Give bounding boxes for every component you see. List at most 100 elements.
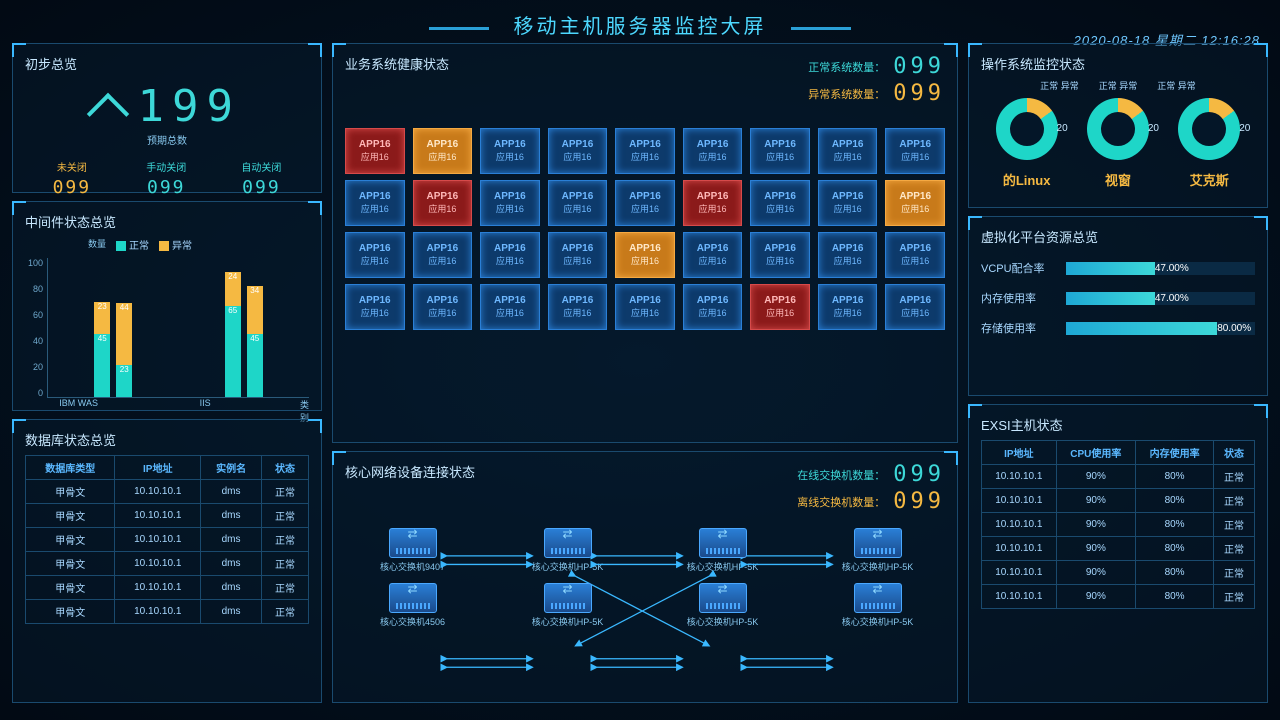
app-tile[interactable]: APP16 应用16 bbox=[345, 232, 405, 278]
app-tile[interactable]: APP16 应用16 bbox=[750, 284, 810, 330]
table-header: 内存使用率 bbox=[1136, 441, 1214, 465]
switch-icon bbox=[544, 528, 592, 558]
table-row: 10.10.10.190%80%正常 bbox=[982, 561, 1255, 585]
switch-node[interactable]: 核心交换机9407 bbox=[345, 528, 480, 573]
app-tile[interactable]: APP16 应用16 bbox=[615, 128, 675, 174]
table-row: 甲骨文10.10.10.1dms正常 bbox=[26, 528, 309, 552]
middleware-title: 中间件状态总览 bbox=[25, 212, 309, 231]
online-count: 099 bbox=[893, 462, 945, 487]
stacked-bar: 45 23 bbox=[94, 302, 110, 397]
switch-node[interactable]: 核心交换机HP-5K bbox=[500, 583, 635, 628]
app-tile[interactable]: APP16 应用16 bbox=[885, 284, 945, 330]
abnormal-count: 099 bbox=[893, 81, 945, 106]
table-row: 甲骨文10.10.10.1dms正常 bbox=[26, 552, 309, 576]
table-row: 甲骨文10.10.10.1dms正常 bbox=[26, 600, 309, 624]
stacked-bar: 45 34 bbox=[247, 286, 263, 397]
legend-normal: 正常 bbox=[116, 237, 149, 252]
app-tile[interactable]: APP16 应用16 bbox=[548, 232, 608, 278]
os-donut: 20 艾克斯 bbox=[1178, 98, 1240, 189]
app-tile[interactable]: APP16 应用16 bbox=[683, 128, 743, 174]
switch-node[interactable]: 核心交换机HP-5K bbox=[500, 528, 635, 573]
table-header: 状态 bbox=[262, 456, 309, 480]
exsi-title: EXSI主机状态 bbox=[981, 415, 1255, 434]
overview-title: 初步总览 bbox=[25, 54, 309, 73]
switch-node[interactable]: 核心交换机HP-5K bbox=[810, 528, 945, 573]
app-tile[interactable]: APP16 应用16 bbox=[750, 180, 810, 226]
virt-title: 虚拟化平台资源总览 bbox=[981, 227, 1255, 246]
stacked-bar: 23 44 bbox=[116, 303, 132, 397]
middleware-panel: 中间件状态总览 数量 正常 异常 020406080100 45 23 23 4… bbox=[12, 201, 322, 411]
switch-icon bbox=[544, 583, 592, 613]
app-tile[interactable]: APP16 应用16 bbox=[818, 180, 878, 226]
app-tile[interactable]: APP16 应用16 bbox=[480, 128, 540, 174]
app-tile[interactable]: APP16 应用16 bbox=[413, 180, 473, 226]
database-panel: 数据库状态总览 数据库类型IP地址实例名状态 甲骨文10.10.10.1dms正… bbox=[12, 419, 322, 703]
switch-icon bbox=[389, 528, 437, 558]
abnormal-count-label: 异常系统数量： bbox=[808, 86, 885, 102]
table-row: 甲骨文10.10.10.1dms正常 bbox=[26, 576, 309, 600]
switch-icon bbox=[854, 583, 902, 613]
app-tile[interactable]: APP16 应用16 bbox=[750, 232, 810, 278]
normal-count-label: 正常系统数量： bbox=[808, 59, 885, 75]
app-tile[interactable]: APP16 应用16 bbox=[615, 284, 675, 330]
database-table: 数据库类型IP地址实例名状态 甲骨文10.10.10.1dms正常甲骨文10.1… bbox=[25, 455, 309, 624]
app-tile[interactable]: APP16 应用16 bbox=[818, 284, 878, 330]
app-tile[interactable]: APP16 应用16 bbox=[413, 284, 473, 330]
offline-count: 099 bbox=[893, 489, 945, 514]
resource-bar: 存储使用率 80.00% bbox=[981, 320, 1255, 336]
app-tile[interactable]: APP16 应用16 bbox=[885, 128, 945, 174]
switch-node[interactable]: 核心交换机4506 bbox=[345, 583, 480, 628]
app-tile[interactable]: APP16 应用16 bbox=[683, 180, 743, 226]
app-tile[interactable]: APP16 应用16 bbox=[683, 232, 743, 278]
os-donut: 20 的Linux bbox=[996, 98, 1058, 189]
bar-group: 65 24 45 34 bbox=[179, 272, 310, 397]
app-tile[interactable]: APP16 应用16 bbox=[548, 180, 608, 226]
switch-icon bbox=[854, 528, 902, 558]
switch-node[interactable]: 核心交换机HP-5K bbox=[810, 583, 945, 628]
resource-bar: VCPU配合率 47.00% bbox=[981, 260, 1255, 276]
overview-item: 自动关闭 099 bbox=[241, 159, 281, 198]
normal-count: 099 bbox=[893, 54, 945, 79]
health-title: 业务系统健康状态 bbox=[345, 54, 449, 73]
app-tile[interactable]: APP16 应用16 bbox=[818, 232, 878, 278]
offline-label: 离线交换机数量： bbox=[797, 494, 885, 510]
app-tile[interactable]: APP16 应用16 bbox=[480, 284, 540, 330]
table-row: 甲骨文10.10.10.1dms正常 bbox=[26, 504, 309, 528]
app-tile[interactable]: APP16 应用16 bbox=[480, 232, 540, 278]
table-header: 状态 bbox=[1214, 441, 1255, 465]
arrow-up-icon bbox=[87, 93, 129, 135]
app-tile[interactable]: APP16 应用16 bbox=[683, 284, 743, 330]
app-tile[interactable]: APP16 应用16 bbox=[615, 232, 675, 278]
switch-icon bbox=[389, 583, 437, 613]
app-tile[interactable]: APP16 应用16 bbox=[548, 128, 608, 174]
app-tile[interactable]: APP16 应用16 bbox=[548, 284, 608, 330]
app-tile[interactable]: APP16 应用16 bbox=[345, 284, 405, 330]
virt-panel: 虚拟化平台资源总览 VCPU配合率 47.00% 内存使用率 47.00% 存储… bbox=[968, 216, 1268, 396]
table-header: IP地址 bbox=[115, 456, 201, 480]
switch-icon bbox=[699, 583, 747, 613]
app-tile[interactable]: APP16 应用16 bbox=[885, 232, 945, 278]
resource-bar: 内存使用率 47.00% bbox=[981, 290, 1255, 306]
network-panel: 核心网络设备连接状态 在线交换机数量：099 离线交换机数量：099 bbox=[332, 451, 958, 703]
switch-node[interactable]: 核心交换机HP-5K bbox=[655, 528, 790, 573]
table-row: 10.10.10.190%80%正常 bbox=[982, 585, 1255, 609]
table-row: 10.10.10.190%80%正常 bbox=[982, 513, 1255, 537]
app-tile[interactable]: APP16 应用16 bbox=[885, 180, 945, 226]
app-tile[interactable]: APP16 应用16 bbox=[615, 180, 675, 226]
bar-group: 45 23 23 44 bbox=[48, 302, 179, 397]
app-tile[interactable]: APP16 应用16 bbox=[480, 180, 540, 226]
header: 移动主机服务器监控大屏 2020-08-18 星期二 12:16:28 bbox=[0, 0, 1280, 43]
app-tile[interactable]: APP16 应用16 bbox=[345, 128, 405, 174]
app-tile[interactable]: APP16 应用16 bbox=[413, 232, 473, 278]
online-label: 在线交换机数量： bbox=[797, 467, 885, 483]
table-row: 10.10.10.190%80%正常 bbox=[982, 465, 1255, 489]
switch-node[interactable]: 核心交换机HP-5K bbox=[655, 583, 790, 628]
legend-abnormal: 异常 bbox=[159, 237, 192, 252]
app-tile[interactable]: APP16 应用16 bbox=[750, 128, 810, 174]
table-header: 数据库类型 bbox=[26, 456, 115, 480]
app-tile[interactable]: APP16 应用16 bbox=[345, 180, 405, 226]
app-tile[interactable]: APP16 应用16 bbox=[818, 128, 878, 174]
page-title: 移动主机服务器监控大屏 bbox=[514, 16, 767, 38]
app-tile[interactable]: APP16 应用16 bbox=[413, 128, 473, 174]
table-header: CPU使用率 bbox=[1056, 441, 1135, 465]
